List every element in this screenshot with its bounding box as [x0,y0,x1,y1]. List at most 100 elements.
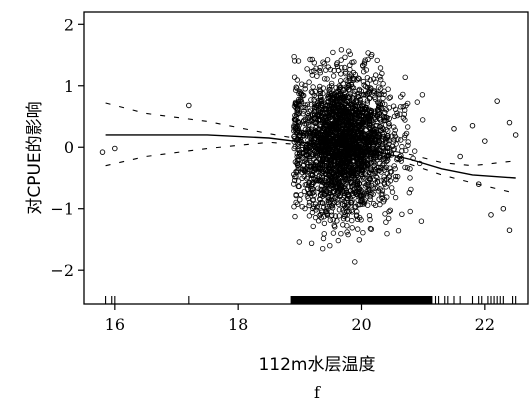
data-point [339,103,346,109]
data-point [386,105,392,111]
data-point [380,81,386,87]
data-point [338,57,344,63]
data-point [357,119,363,126]
data-point [346,208,352,215]
data-point [407,175,413,181]
data-point [364,90,370,97]
data-point [361,167,367,173]
data-point [344,229,350,235]
data-point [356,180,362,186]
data-point [350,192,356,199]
data-point [397,104,404,110]
data-point [346,157,353,163]
data-point [381,91,387,98]
data-point [295,183,301,190]
data-point [343,69,349,75]
data-point [385,180,391,186]
data-point [296,147,302,154]
data-point [395,136,401,142]
data-point [292,100,298,107]
data-point [337,192,343,198]
data-point [347,162,354,169]
data-point [291,54,297,60]
data-point [306,213,313,219]
data-point [326,150,332,156]
data-point [312,161,318,168]
data-point [298,90,304,97]
data-point [297,196,303,203]
data-point [333,95,339,102]
data-point [295,119,302,126]
data-point [365,106,372,112]
data-point [393,176,399,183]
data-point [330,102,337,108]
data-point [336,207,343,213]
data-point [352,103,358,109]
data-point [342,185,348,191]
data-point [321,76,328,82]
data-point [357,127,364,134]
data-point [320,235,327,242]
data-point [351,76,357,82]
data-point [344,216,350,222]
data-point [326,157,332,163]
data-point [339,170,346,177]
data-point [381,181,388,187]
data-point [338,230,344,237]
data-point [355,174,361,180]
data-point [414,99,420,105]
data-point [347,130,353,137]
data-point [494,98,500,104]
data-point [321,61,327,67]
data-point [341,92,348,98]
data-point [298,97,304,104]
data-point [329,103,336,109]
data-point [294,85,300,91]
data-point [300,166,306,173]
data-point [392,165,398,172]
data-point [374,165,380,171]
data-point [368,226,374,232]
data-point [304,159,310,166]
data-point [352,167,358,174]
data-point [346,48,352,54]
data-point [376,100,382,107]
data-point [306,79,312,85]
data-point [325,94,331,100]
data-point [326,87,332,93]
data-point [419,92,426,98]
data-point [329,175,335,182]
x-tick-label: 16 [105,315,125,334]
data-point [365,50,371,56]
data-point [323,171,329,178]
data-point [353,172,359,179]
data-point [304,193,311,199]
data-point [315,117,321,123]
data-point [372,180,378,186]
data-point [381,196,388,203]
data-point [304,101,311,108]
smooth-line [105,134,516,179]
data-point [363,123,369,129]
data-point [370,191,376,197]
data-point [311,189,317,195]
data-point [296,239,302,245]
data-point [302,102,308,108]
data-point [388,150,394,157]
data-point [343,190,350,196]
data-point [299,81,305,87]
data-point [348,180,355,186]
data-point [360,152,366,159]
data-point [345,86,352,93]
data-point [309,209,316,216]
y-tick-label: −2 [50,261,74,280]
data-point [385,157,391,163]
data-point [328,182,334,188]
data-point [321,190,327,197]
data-point [372,185,378,191]
data-point [313,123,320,129]
data-point [317,98,324,104]
data-point [345,231,351,238]
data-point [368,53,374,60]
data-point [326,176,332,182]
